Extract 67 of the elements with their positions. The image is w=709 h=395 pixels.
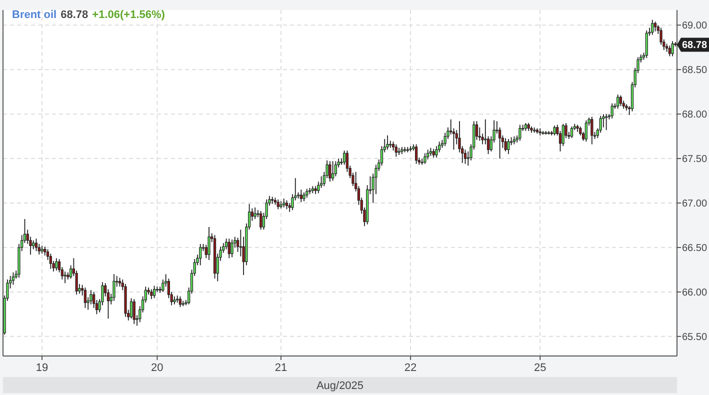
candlestick (414, 144, 418, 164)
candlestick (328, 160, 332, 182)
y-tick-label: 68.50 (682, 65, 708, 76)
candlestick (260, 210, 262, 230)
y-tick-label: 67.50 (682, 154, 708, 166)
x-tick-label: 19 (36, 362, 48, 374)
candlestick (464, 149, 467, 164)
candlestick (178, 296, 182, 308)
candlestick (584, 120, 588, 142)
candlestick (300, 189, 302, 203)
candlestick (668, 45, 671, 57)
candlestick (616, 94, 620, 110)
candlestick (645, 30, 648, 58)
candlestick (570, 126, 574, 139)
candlestick (112, 274, 116, 302)
candlestick (619, 94, 622, 107)
annotation: 68.78 (682, 40, 708, 52)
x-axis-title: Aug/2025 (316, 380, 364, 392)
candlestick (507, 138, 510, 155)
candlestick (510, 136, 513, 146)
y-tick-label: 66.50 (682, 242, 708, 254)
candlestick (64, 271, 66, 284)
candlestick (424, 152, 426, 164)
candlestick (654, 21, 657, 32)
x-tick-label: 25 (534, 362, 546, 374)
candlestick (331, 160, 334, 182)
candlestick (49, 253, 52, 270)
candlestick (150, 288, 153, 300)
candlestick (158, 286, 162, 294)
candlestick (132, 298, 136, 324)
candlestick (12, 272, 15, 286)
annotation: +1.06(+1.56%) (92, 9, 166, 21)
candlestick (276, 199, 280, 210)
candlestick (254, 207, 256, 220)
candlestick (34, 238, 38, 252)
candlestick (84, 287, 87, 308)
candlestick (208, 226, 210, 260)
y-tick-label: 65.50 (682, 332, 708, 343)
candlestick (130, 298, 133, 320)
candlestick (386, 134, 389, 150)
candlestick (230, 239, 234, 258)
candlestick (504, 138, 507, 152)
candlestick (610, 102, 614, 119)
x-tick-label: 22 (404, 362, 417, 374)
candlestick (334, 160, 337, 177)
candlestick (590, 116, 594, 145)
candlestick (394, 144, 398, 158)
candlestick (671, 40, 674, 57)
x-tick-label: 20 (151, 362, 164, 374)
candlestick (224, 238, 228, 250)
y-tick-label: 68.00 (682, 110, 708, 121)
candlestick (55, 258, 58, 272)
y-tick-label: 67.00 (682, 198, 708, 210)
x-tick-label: 21 (274, 362, 288, 374)
candlestick (518, 124, 522, 142)
chart-title: Brent oil (12, 9, 57, 21)
candlestick (605, 114, 608, 131)
candlestick (228, 238, 230, 259)
y-tick-label: 66.00 (682, 287, 708, 298)
candlestick (435, 146, 438, 158)
candlestick (426, 149, 430, 160)
candlestick (199, 243, 202, 266)
candlestick (651, 19, 654, 36)
candlestick (553, 125, 556, 136)
chart-subtitle: 68.78 (60, 9, 88, 21)
candlestick (152, 285, 156, 299)
y-tick-label: 69.00 (682, 20, 708, 32)
